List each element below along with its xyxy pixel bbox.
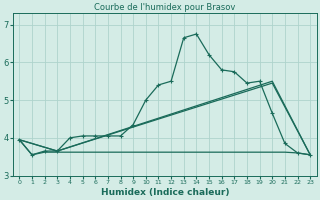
X-axis label: Humidex (Indice chaleur): Humidex (Indice chaleur) bbox=[100, 188, 229, 197]
Title: Courbe de l'humidex pour Brasov: Courbe de l'humidex pour Brasov bbox=[94, 3, 236, 12]
